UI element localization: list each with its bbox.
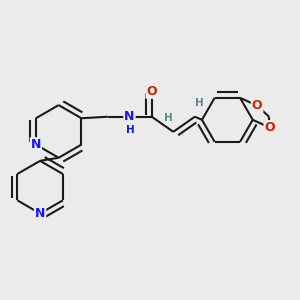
Text: N: N — [35, 207, 45, 220]
Text: O: O — [265, 121, 275, 134]
Text: N: N — [124, 110, 135, 123]
Text: H: H — [195, 98, 204, 108]
Text: O: O — [252, 99, 262, 112]
Text: H: H — [126, 125, 135, 135]
Text: O: O — [146, 85, 157, 98]
Text: H: H — [164, 113, 173, 123]
Text: N: N — [31, 138, 41, 151]
